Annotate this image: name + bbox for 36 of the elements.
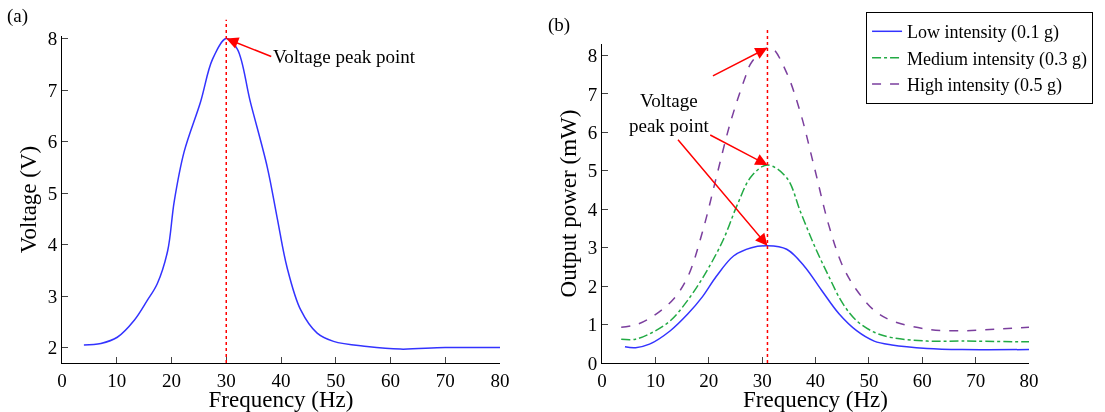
line-series <box>83 37 500 350</box>
x-tick-label: 80 <box>490 369 510 391</box>
x-tick-label: 10 <box>645 369 665 391</box>
y-tick-label: 8 <box>587 45 598 67</box>
y-tick-label: 1 <box>587 314 598 336</box>
y-tick-label: 7 <box>587 83 598 105</box>
y-tick-label: 8 <box>47 28 58 50</box>
y-tick-label: 6 <box>47 131 58 153</box>
y-tick-label: 3 <box>47 285 58 307</box>
y-tick-label: 5 <box>587 160 598 182</box>
legend-label: Medium intensity (0.3 g) <box>907 48 1088 70</box>
x-tick-label: 70 <box>435 369 455 391</box>
annotation: Voltage peak point <box>629 90 710 136</box>
chart-title: (b) <box>548 14 571 36</box>
y-tick-label: 4 <box>587 198 598 220</box>
legend-label: High intensity (0.5 g) <box>907 75 1063 97</box>
x-tick-label: 70 <box>966 369 986 391</box>
y-tick-label: 2 <box>587 275 598 297</box>
y-tick-label: 3 <box>587 237 598 259</box>
y-axis-title: Voltage (V) <box>16 145 42 254</box>
y-tick-label: 2 <box>47 337 58 359</box>
x-tick-label: 20 <box>699 369 719 391</box>
x-tick-label: 20 <box>162 369 181 391</box>
x-tick-label: 10 <box>107 369 127 391</box>
chart-title: (a) <box>7 5 29 27</box>
annotation: Voltage peak point <box>273 46 416 67</box>
y-tick-label: 7 <box>47 79 58 101</box>
x-tick-label: 80 <box>1019 369 1039 391</box>
y-tick-label: 0 <box>587 352 598 374</box>
x-tick-label: 60 <box>912 369 932 391</box>
y-axis-title: Output power (mW) <box>556 109 582 298</box>
x-tick-label: 60 <box>381 369 400 391</box>
y-tick-label: 4 <box>47 234 58 256</box>
y-tick-label: 6 <box>587 122 598 144</box>
y-tick-label: 5 <box>47 182 58 204</box>
legend-label: Low intensity (0.1 g) <box>907 22 1060 44</box>
